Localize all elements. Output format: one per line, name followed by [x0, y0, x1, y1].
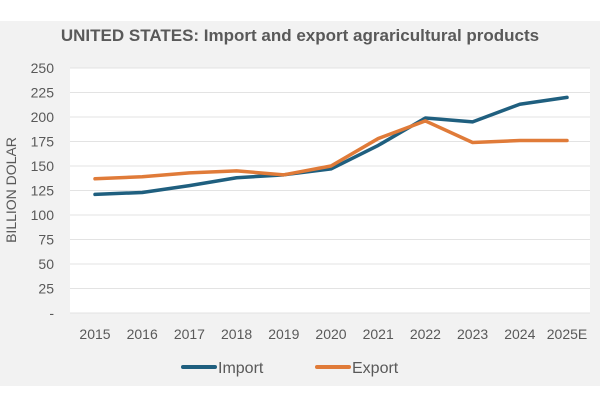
- y-tick-label: 100: [31, 207, 55, 223]
- chart-title: UNITED STATES: Import and export agraric…: [60, 26, 540, 45]
- y-tick-label: 75: [38, 232, 54, 248]
- y-axis-label: BILLION DOLAR: [3, 137, 19, 243]
- x-tick-label: 2023: [457, 326, 488, 342]
- x-tick-label: 2024: [504, 326, 535, 342]
- y-tick-label: -: [49, 305, 54, 321]
- y-tick-label: 175: [31, 134, 55, 150]
- x-tick-label: 2015: [79, 326, 110, 342]
- x-tick-label: 2021: [363, 326, 394, 342]
- x-tick-label: 2019: [268, 326, 299, 342]
- y-tick-label: 225: [31, 85, 55, 101]
- legend-label-export: Export: [352, 360, 399, 377]
- x-tick-label: 2020: [315, 326, 346, 342]
- x-tick-label: 2017: [174, 326, 205, 342]
- y-tick-label: 125: [31, 183, 55, 199]
- y-tick-label: 25: [38, 281, 54, 297]
- x-tick-label: 2022: [410, 326, 441, 342]
- x-tick-label: 2018: [221, 326, 252, 342]
- y-tick-label: 250: [31, 60, 55, 76]
- legend-label-import: Import: [218, 360, 264, 377]
- x-tick-label: 2016: [127, 326, 158, 342]
- y-tick-label: 200: [31, 109, 55, 125]
- x-tick-label: 2025E: [547, 326, 587, 342]
- y-tick-label: 50: [38, 256, 54, 272]
- y-tick-label: 150: [31, 158, 55, 174]
